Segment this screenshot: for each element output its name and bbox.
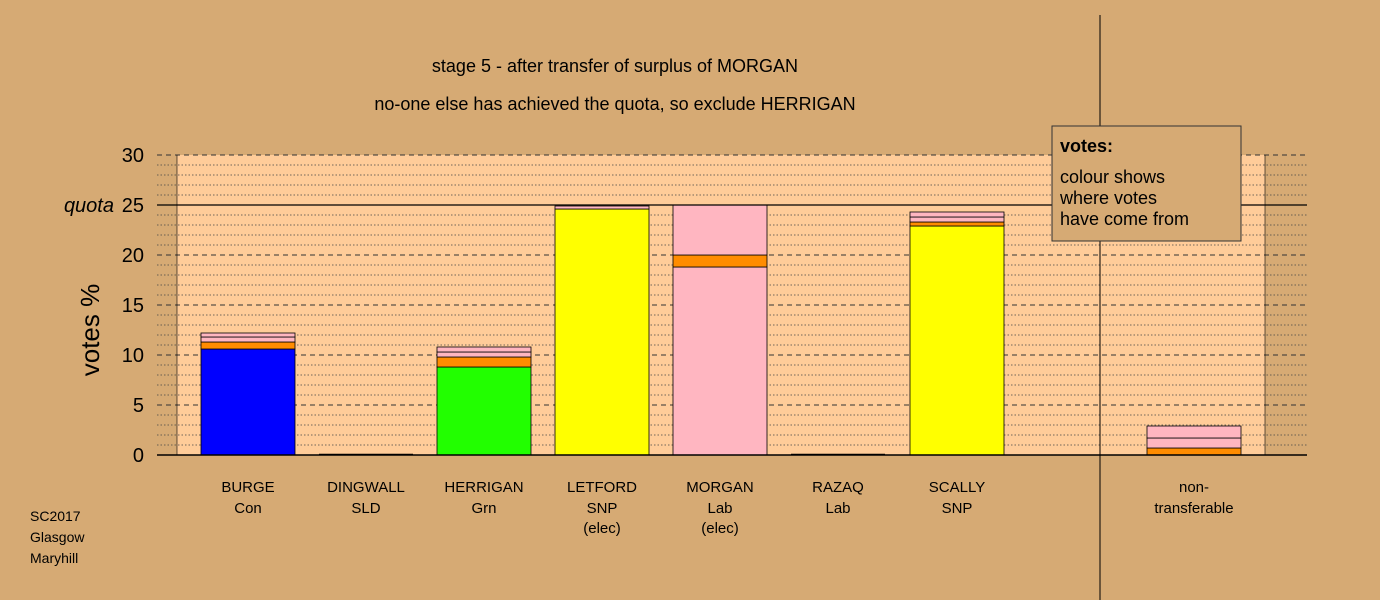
bar-segment xyxy=(672,254,768,268)
category-party-label: Grn xyxy=(471,500,496,517)
category-party-label: Lab xyxy=(825,500,850,517)
footer-line: Maryhill xyxy=(30,550,78,566)
chart-subtitle: no-one else has achieved the quota, so e… xyxy=(374,94,855,114)
category-note-label: (elec) xyxy=(583,520,621,537)
bar-segment xyxy=(909,221,1005,227)
y-tick-label: 20 xyxy=(122,245,144,267)
quota-label: quota xyxy=(64,195,114,217)
bar-segment xyxy=(909,216,1005,223)
category-name-label: MORGAN xyxy=(686,479,754,496)
bar-segment xyxy=(200,348,296,456)
y-tick-label: 15 xyxy=(122,295,144,317)
category-party-label: Lab xyxy=(707,500,732,517)
chart-title: stage 5 - after transfer of surplus of M… xyxy=(432,56,798,76)
y-tick-label: 0 xyxy=(133,445,144,467)
category-party-label: SLD xyxy=(351,500,380,517)
bar-segment xyxy=(554,205,650,210)
category-name-label: HERRIGAN xyxy=(444,479,523,496)
category-name-label: DINGWALL xyxy=(327,479,405,496)
category-party-label: Con xyxy=(234,500,262,517)
bar-segment xyxy=(672,266,768,456)
bar-segment xyxy=(554,208,650,456)
category-party-label: SNP xyxy=(587,500,618,517)
bar-segment xyxy=(436,351,532,358)
y-tick-label: 10 xyxy=(122,345,144,367)
category-name-label: non- xyxy=(1179,479,1209,496)
bar-segment xyxy=(436,366,532,456)
bar-segment xyxy=(1146,437,1242,449)
category-name-label: LETFORD xyxy=(567,479,637,496)
bar-segment xyxy=(436,346,532,353)
footer-line: SC2017 xyxy=(30,508,81,524)
category-name-label: BURGE xyxy=(221,479,274,496)
bar-segment xyxy=(1146,447,1242,456)
y-tick-label: 5 xyxy=(133,395,144,417)
legend-line: colour shows xyxy=(1060,167,1165,187)
category-note-label: (elec) xyxy=(701,520,739,537)
category-party-label: transferable xyxy=(1154,500,1233,517)
category-party-label: SNP xyxy=(942,500,973,517)
legend-line: have come from xyxy=(1060,209,1189,229)
category-name-label: SCALLY xyxy=(929,479,985,496)
bar-segment xyxy=(909,225,1005,456)
category-name-label: RAZAQ xyxy=(812,479,864,496)
legend-title: votes: xyxy=(1060,136,1113,156)
y-tick-label: 25 xyxy=(122,195,144,217)
y-tick-label: 30 xyxy=(122,145,144,167)
bar-segment xyxy=(672,204,768,256)
legend-box xyxy=(1051,125,1242,242)
bar-segment xyxy=(200,332,296,338)
bar-segment xyxy=(436,356,532,368)
bar-segment xyxy=(200,341,296,350)
bar-segment xyxy=(909,211,1005,218)
y-axis-label: votes % xyxy=(75,284,105,377)
footer-line: Glasgow xyxy=(30,529,85,545)
bar-segment xyxy=(200,336,296,343)
legend-line: where votes xyxy=(1059,188,1157,208)
bar-segment xyxy=(1146,425,1242,439)
